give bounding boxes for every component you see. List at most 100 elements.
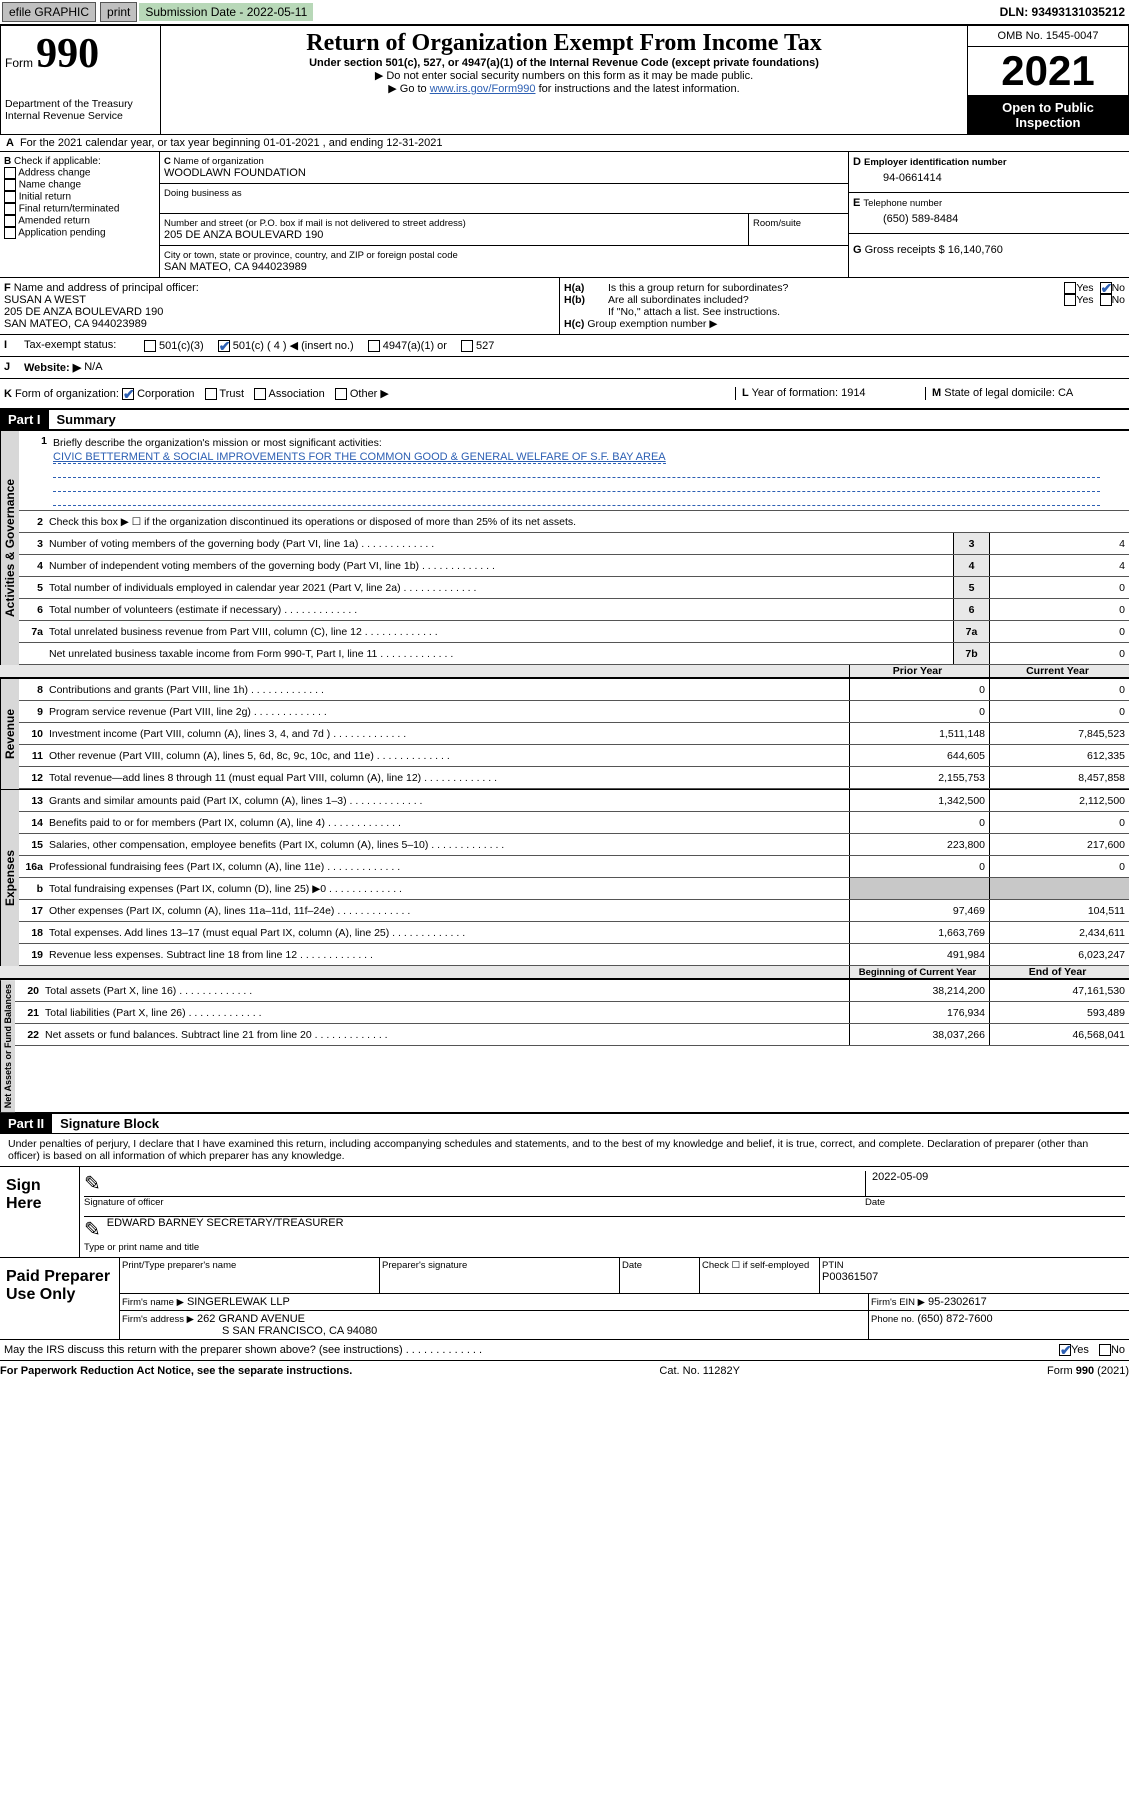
print-button[interactable]: print (100, 2, 137, 22)
line-desc: Total assets (Part X, line 16) (45, 983, 849, 999)
tax-exempt-label: Tax-exempt status: (24, 339, 144, 352)
line-value: 0 (989, 643, 1129, 664)
prior-value: 97,469 (849, 900, 989, 921)
footer-mid: Cat. No. 11282Y (659, 1365, 740, 1377)
mission-text[interactable]: CIVIC BETTERMENT & SOCIAL IMPROVEMENTS F… (53, 451, 666, 464)
line-desc: Professional fundraising fees (Part IX, … (49, 859, 849, 875)
current-value (989, 878, 1129, 899)
line-desc: Net unrelated business taxable income fr… (49, 646, 953, 662)
line-box: 7b (953, 643, 989, 664)
line-desc: Total number of volunteers (estimate if … (49, 602, 953, 618)
officer-addr1: 205 DE ANZA BOULEVARD 190 (4, 306, 555, 318)
prior-year-header: Prior Year (849, 665, 989, 677)
line2-text: Check this box ▶ ☐ if the organization d… (49, 514, 1129, 530)
line-desc: Total unrelated business revenue from Pa… (49, 624, 953, 640)
tax-exempt-checkbox[interactable] (144, 340, 156, 352)
boxb-checkbox[interactable] (4, 191, 16, 203)
letter-g: G (853, 244, 862, 256)
part2-title: Signature Block (52, 1116, 159, 1131)
discuss-yes-checkbox[interactable] (1059, 1344, 1071, 1356)
vtab-net: Net Assets or Fund Balances (0, 980, 15, 1112)
line-desc: Number of voting members of the governin… (49, 536, 953, 552)
line-desc: Total number of individuals employed in … (49, 580, 953, 596)
boxb-checkbox[interactable] (4, 227, 16, 239)
ein-value: 94-0661414 (853, 168, 1125, 188)
officer-group-block: F Name and address of principal officer:… (0, 277, 1129, 335)
prep-sig-label: Preparer's signature (382, 1260, 617, 1271)
letter-m: M (932, 387, 941, 399)
line-desc: Contributions and grants (Part VIII, lin… (49, 682, 849, 698)
net-header: Beginning of Current Year End of Year (0, 966, 1129, 979)
org-name-label: Name of organization (174, 156, 264, 167)
period-text: For the 2021 calendar year, or tax year … (20, 137, 443, 149)
current-value: 593,489 (989, 1002, 1129, 1023)
entity-grid: B Check if applicable: Address change Na… (0, 152, 1129, 277)
prior-value: 223,800 (849, 834, 989, 855)
line-box: 7a (953, 621, 989, 642)
current-value: 2,434,611 (989, 922, 1129, 943)
letter-ha: H(a) (564, 282, 608, 294)
tax-exempt-checkbox[interactable] (461, 340, 473, 352)
current-value: 47,161,530 (989, 980, 1129, 1001)
firm-addr2: S SAN FRANCISCO, CA 94080 (122, 1325, 866, 1337)
pen-icon-2: ✎ (84, 1217, 101, 1242)
line-box: 3 (953, 533, 989, 554)
klm-row: K Form of organization: Corporation Trus… (0, 379, 1129, 409)
letter-l: L (742, 387, 749, 399)
tax-year: 2021 (968, 47, 1128, 96)
prior-value: 0 (849, 701, 989, 722)
end-year-header: End of Year (989, 966, 1129, 978)
instructions-link[interactable]: www.irs.gov/Form990 (430, 83, 536, 95)
discuss-no-checkbox[interactable] (1099, 1344, 1111, 1356)
line-desc: Other expenses (Part IX, column (A), lin… (49, 903, 849, 919)
ha-yes-checkbox[interactable] (1064, 282, 1076, 294)
self-employed-label: Check ☐ if self-employed (702, 1260, 817, 1271)
letter-b: B (4, 156, 11, 167)
prior-value: 644,605 (849, 745, 989, 766)
city-label: City or town, state or province, country… (164, 250, 844, 261)
current-value: 0 (989, 812, 1129, 833)
street-address: 205 DE ANZA BOULEVARD 190 (164, 229, 744, 241)
city-state-zip: SAN MATEO, CA 944023989 (164, 261, 844, 273)
hb-no-checkbox[interactable] (1100, 294, 1112, 306)
line-desc: Total expenses. Add lines 13–17 (must eq… (49, 925, 849, 941)
boxb-checkbox[interactable] (4, 167, 16, 179)
no-label-2: No (1112, 294, 1125, 306)
boxb-checkbox[interactable] (4, 179, 16, 191)
form-org-checkbox[interactable] (205, 388, 217, 400)
prep-name-label: Print/Type preparer's name (122, 1260, 377, 1271)
officer-name: SUSAN A WEST (4, 294, 555, 306)
sig-date-value: 2022-05-09 (865, 1171, 1125, 1196)
gross-receipts-value: 16,140,760 (948, 244, 1003, 256)
line-box: 6 (953, 599, 989, 620)
line-desc: Total fundraising expenses (Part IX, col… (49, 881, 849, 897)
prior-value: 2,155,753 (849, 767, 989, 788)
prior-value: 1,511,148 (849, 723, 989, 744)
line-desc: Number of independent voting members of … (49, 558, 953, 574)
ptin-label: PTIN (822, 1260, 1127, 1271)
instr2-post: for instructions and the latest informat… (539, 83, 740, 95)
sig-date-label: Date (865, 1197, 1125, 1208)
dept-label: Department of the Treasury Internal Reve… (5, 98, 156, 122)
tax-exempt-checkbox[interactable] (218, 340, 230, 352)
boxb-checkbox[interactable] (4, 215, 16, 227)
boxb-checkbox[interactable] (4, 203, 16, 215)
form-org-checkbox[interactable] (122, 388, 134, 400)
vtab-expenses: Expenses (0, 790, 19, 966)
firm-addr-label: Firm's address ▶ (122, 1314, 194, 1325)
tax-exempt-checkbox[interactable] (368, 340, 380, 352)
year-formation-label: Year of formation: (752, 387, 838, 399)
form-org-checkbox[interactable] (254, 388, 266, 400)
hb-note: If "No," attach a list. See instructions… (564, 306, 1125, 318)
letter-e: E (853, 197, 860, 209)
yes-label: Yes (1076, 282, 1093, 294)
ha-no-checkbox[interactable] (1100, 282, 1112, 294)
efile-button[interactable]: efile GRAPHIC (2, 2, 96, 22)
prior-value (849, 878, 989, 899)
hb-yes-checkbox[interactable] (1064, 294, 1076, 306)
form-org-checkbox[interactable] (335, 388, 347, 400)
gross-receipts-label: Gross receipts $ (865, 244, 945, 256)
firm-phone: (650) 872-7600 (917, 1313, 992, 1325)
open-public-badge: Open to Public Inspection (968, 96, 1128, 134)
vtab-governance: Activities & Governance (0, 431, 19, 665)
